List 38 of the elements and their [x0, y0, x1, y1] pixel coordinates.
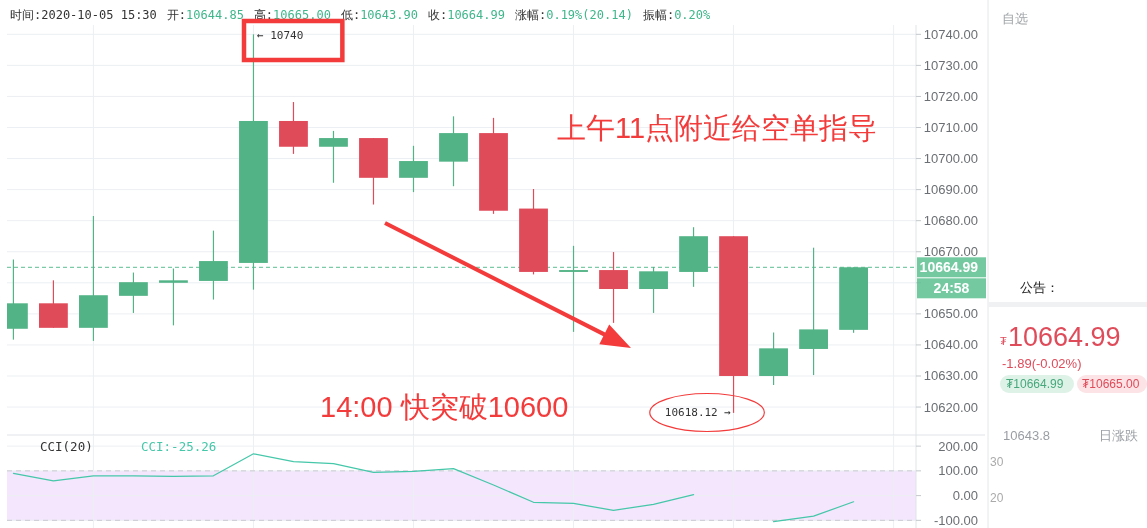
text: 自选: [1002, 11, 1028, 26]
text: 24:58: [933, 280, 970, 297]
y-tick-label: 10640.00: [923, 337, 978, 353]
y-tick-label: 0.00: [952, 488, 978, 504]
y-tick-label: 10710.00: [923, 120, 978, 135]
y-tick-label: 10680.00: [923, 213, 978, 229]
annotation: ← 10740: [257, 29, 304, 42]
y-tick-label: -100.00: [933, 512, 978, 528]
y-tick-label: 200.00: [938, 438, 978, 454]
y-tick-label: 10630.00: [923, 368, 978, 384]
candlestick: [319, 130, 348, 184]
text: 20: [990, 491, 1004, 505]
y-tick-label: 10700.00: [923, 151, 978, 167]
text: 时间:2020-10-05 15:30 开:10644.85 高:10665.00 低:10643.90 收:10664.99 涨幅:0.19%(20.14) 振幅:0.20%: [10, 8, 711, 22]
text: 日涨跌: [1099, 428, 1138, 443]
y-tick-label: 10730.00: [923, 57, 978, 73]
text: 10664.99: [1008, 322, 1121, 352]
text: ₮10665.00: [1082, 377, 1140, 391]
chart-title: CCI(20): [40, 439, 93, 454]
candlestick: [159, 267, 188, 326]
y-tick-label: 100.00: [938, 463, 978, 479]
text: ₮: [1000, 335, 1007, 347]
y-tick-label: 10650.00: [923, 306, 978, 322]
annotation: 10618.12 →: [664, 406, 732, 419]
y-tick-label: 10690.00: [923, 182, 978, 198]
text: ₮10664.99: [1006, 377, 1064, 391]
y-tick-label: 10740.00: [923, 26, 978, 42]
annotation: 14:00 快突破10600: [320, 391, 569, 423]
y-tick-label: 10620.00: [923, 399, 978, 415]
y-tick-label: 10720.00: [923, 88, 978, 104]
annotation: 上午11点附近给空单指导: [557, 112, 878, 144]
text: -1.89(-0.02%): [1002, 356, 1082, 371]
text: 公告：: [1020, 280, 1059, 295]
annotation: CCI:-25.26: [141, 439, 217, 454]
y-tick-label: 10670.00: [923, 244, 978, 260]
text: 30: [990, 455, 1004, 469]
ref-line-label: 10664.99: [919, 259, 979, 276]
text: 10643.8: [1003, 428, 1050, 443]
